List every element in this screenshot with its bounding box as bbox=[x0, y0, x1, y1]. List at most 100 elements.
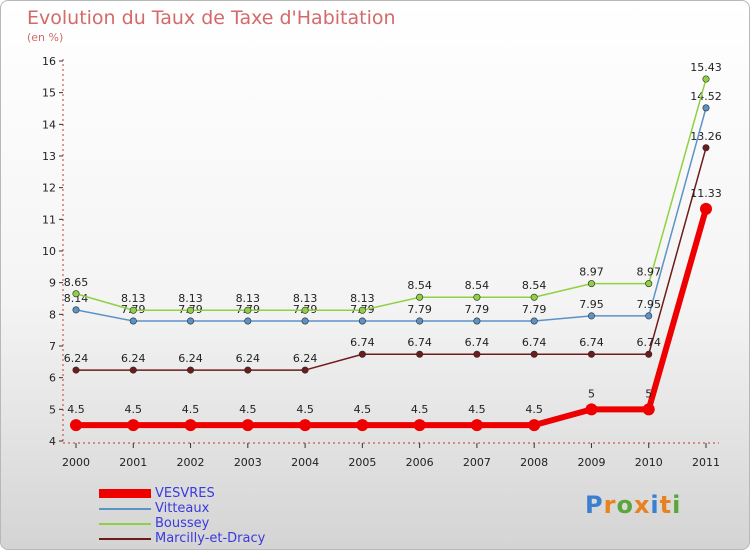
data-point bbox=[645, 350, 653, 358]
data-point bbox=[702, 104, 710, 112]
legend-label: Marcilly-et-Dracy bbox=[155, 531, 266, 546]
series-line-boussey bbox=[75, 78, 707, 311]
data-label: 8.13 bbox=[178, 292, 203, 305]
data-point bbox=[358, 306, 366, 314]
data-label: 4.5 bbox=[411, 403, 429, 416]
data-label: 7.95 bbox=[579, 298, 604, 311]
x-tick-label: 2002 bbox=[177, 456, 205, 469]
data-point bbox=[587, 350, 595, 358]
data-point bbox=[301, 306, 309, 314]
data-point bbox=[358, 317, 366, 325]
series-line-marcilly-et-dracy bbox=[76, 147, 707, 371]
legend-label: VESVRES bbox=[155, 486, 215, 501]
x-tick-label: 2006 bbox=[406, 456, 434, 469]
data-point bbox=[530, 350, 538, 358]
data-label: 8.13 bbox=[236, 292, 261, 305]
chart-title: Evolution du Taux de Taxe d'Habitation bbox=[27, 7, 396, 29]
data-point bbox=[585, 403, 598, 416]
data-point bbox=[356, 419, 369, 432]
logo-letter: x bbox=[633, 491, 651, 519]
x-tick-label: 2005 bbox=[348, 456, 376, 469]
data-point bbox=[700, 202, 712, 215]
x-tick-label: 2011 bbox=[692, 456, 720, 469]
data-point bbox=[187, 366, 195, 374]
legend-label: Boussey bbox=[155, 516, 210, 531]
data-label: 8.54 bbox=[465, 279, 490, 292]
data-label: 8.13 bbox=[350, 292, 375, 305]
data-label: 8.97 bbox=[636, 266, 661, 279]
data-label: 8.54 bbox=[407, 279, 432, 292]
data-point bbox=[645, 280, 653, 288]
data-point bbox=[416, 350, 424, 358]
data-label: 8.54 bbox=[522, 279, 547, 292]
legend-swatch-marcilly bbox=[99, 537, 151, 540]
x-tick-label: 2008 bbox=[520, 456, 548, 469]
data-label: 4.5 bbox=[67, 403, 85, 416]
chart-subtitle: (en %) bbox=[27, 31, 64, 44]
data-point bbox=[645, 312, 653, 320]
y-tick-label: 16 bbox=[42, 55, 56, 68]
data-label: 6.74 bbox=[522, 336, 547, 349]
data-point bbox=[301, 317, 309, 325]
data-label: 5 bbox=[588, 387, 595, 400]
logo-letter: i bbox=[672, 491, 682, 519]
data-label: 4.5 bbox=[125, 403, 143, 416]
data-label: 6.24 bbox=[293, 352, 318, 365]
data-point bbox=[528, 419, 541, 432]
data-point bbox=[187, 317, 195, 325]
data-point bbox=[129, 317, 137, 325]
logo-letter: r bbox=[603, 491, 617, 519]
y-tick-label: 7 bbox=[49, 340, 56, 353]
data-label: 4.5 bbox=[296, 403, 314, 416]
data-point bbox=[187, 306, 195, 314]
data-point bbox=[72, 290, 80, 298]
data-point bbox=[416, 293, 424, 301]
data-point bbox=[184, 419, 197, 432]
legend-swatch-vesvres bbox=[99, 489, 151, 498]
y-tick-label: 8 bbox=[49, 308, 56, 321]
data-label: 13.26 bbox=[690, 130, 722, 143]
y-tick-label: 10 bbox=[42, 245, 56, 258]
y-tick-label: 15 bbox=[42, 87, 56, 100]
data-point bbox=[299, 419, 312, 432]
data-label: 6.74 bbox=[350, 336, 375, 349]
data-point bbox=[127, 419, 140, 432]
data-label: 14.52 bbox=[690, 90, 722, 103]
data-point bbox=[470, 419, 483, 432]
proxiti-logo: Proxiti bbox=[585, 491, 681, 519]
series-line-vesvres bbox=[76, 208, 709, 429]
x-tick-label: 2010 bbox=[635, 456, 663, 469]
data-label: 4.5 bbox=[525, 403, 543, 416]
x-tick-label: 2007 bbox=[463, 456, 491, 469]
data-point bbox=[587, 280, 595, 288]
data-label: 6.24 bbox=[64, 352, 89, 365]
legend-item-boussey: Boussey bbox=[99, 516, 265, 531]
data-point bbox=[587, 312, 595, 320]
legend-item-vitteaux: Vitteaux bbox=[99, 501, 265, 516]
logo-letter: i bbox=[650, 491, 660, 519]
x-tick-label: 2009 bbox=[577, 456, 605, 469]
data-label: 6.24 bbox=[236, 352, 261, 365]
data-point bbox=[358, 350, 366, 358]
data-point bbox=[530, 317, 538, 325]
x-tick-label: 2003 bbox=[234, 456, 262, 469]
legend-swatch-vitteaux bbox=[99, 507, 151, 510]
data-point bbox=[129, 366, 137, 374]
series-line-vitteaux bbox=[75, 107, 707, 322]
data-label: 8.65 bbox=[64, 276, 89, 289]
data-point bbox=[244, 317, 252, 325]
data-label: 6.74 bbox=[407, 336, 432, 349]
data-label: 4.5 bbox=[468, 403, 486, 416]
data-point bbox=[244, 306, 252, 314]
data-label: 6.74 bbox=[636, 336, 661, 349]
data-point bbox=[301, 366, 309, 374]
data-point bbox=[473, 317, 481, 325]
data-label: 4.5 bbox=[354, 403, 372, 416]
logo-letter: o bbox=[616, 491, 634, 519]
data-label: 4.5 bbox=[182, 403, 200, 416]
data-label: 8.97 bbox=[579, 266, 604, 279]
y-tick-label: 12 bbox=[42, 182, 56, 195]
data-label: 4.5 bbox=[239, 403, 257, 416]
